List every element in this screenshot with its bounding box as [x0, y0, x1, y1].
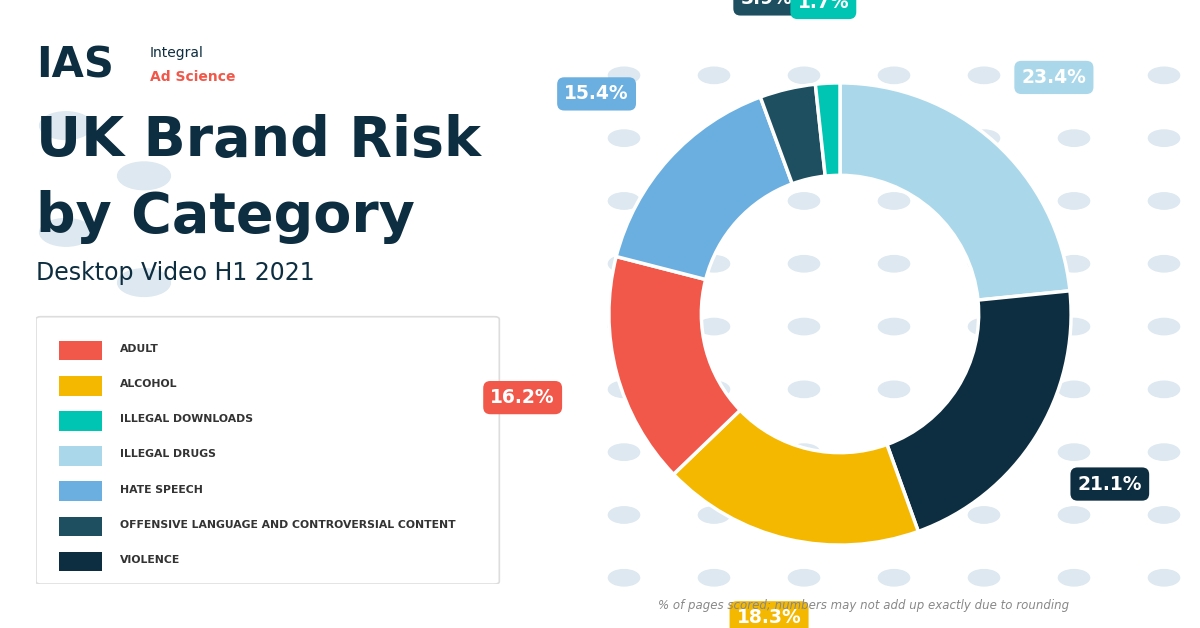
FancyBboxPatch shape: [60, 376, 102, 396]
Text: 21.1%: 21.1%: [1078, 475, 1142, 494]
Text: ADULT: ADULT: [120, 344, 160, 354]
Wedge shape: [673, 410, 918, 545]
FancyBboxPatch shape: [36, 317, 499, 584]
FancyBboxPatch shape: [60, 482, 102, 501]
Text: 18.3%: 18.3%: [737, 609, 802, 627]
Wedge shape: [840, 83, 1070, 300]
Text: UK Brand Risk: UK Brand Risk: [36, 114, 481, 168]
Wedge shape: [815, 83, 840, 176]
Text: Ad Science: Ad Science: [150, 70, 235, 84]
Wedge shape: [616, 97, 792, 279]
Text: 1.7%: 1.7%: [798, 0, 850, 12]
Text: OFFENSIVE LANGUAGE AND CONTROVERSIAL CONTENT: OFFENSIVE LANGUAGE AND CONTROVERSIAL CON…: [120, 519, 456, 529]
Text: 16.2%: 16.2%: [491, 388, 554, 407]
Text: by Category: by Category: [36, 190, 415, 244]
Text: ILLEGAL DOWNLOADS: ILLEGAL DOWNLOADS: [120, 414, 253, 425]
Text: 3.9%: 3.9%: [740, 0, 792, 8]
Text: IAS: IAS: [36, 45, 114, 87]
Text: VIOLENCE: VIOLENCE: [120, 555, 180, 565]
Wedge shape: [761, 84, 826, 184]
Text: Desktop Video H1 2021: Desktop Video H1 2021: [36, 261, 314, 285]
Wedge shape: [887, 291, 1072, 531]
Text: ILLEGAL DRUGS: ILLEGAL DRUGS: [120, 450, 216, 460]
Wedge shape: [608, 256, 740, 474]
Text: Integral: Integral: [150, 46, 204, 60]
Text: 15.4%: 15.4%: [564, 84, 629, 104]
Text: % of pages scored; numbers may not add up exactly due to rounding: % of pages scored; numbers may not add u…: [659, 599, 1069, 612]
FancyBboxPatch shape: [60, 411, 102, 431]
FancyBboxPatch shape: [60, 551, 102, 571]
FancyBboxPatch shape: [60, 516, 102, 536]
Text: HATE SPEECH: HATE SPEECH: [120, 485, 203, 494]
FancyBboxPatch shape: [60, 341, 102, 360]
Text: ALCOHOL: ALCOHOL: [120, 379, 178, 389]
FancyBboxPatch shape: [60, 447, 102, 466]
Text: 23.4%: 23.4%: [1021, 68, 1086, 87]
